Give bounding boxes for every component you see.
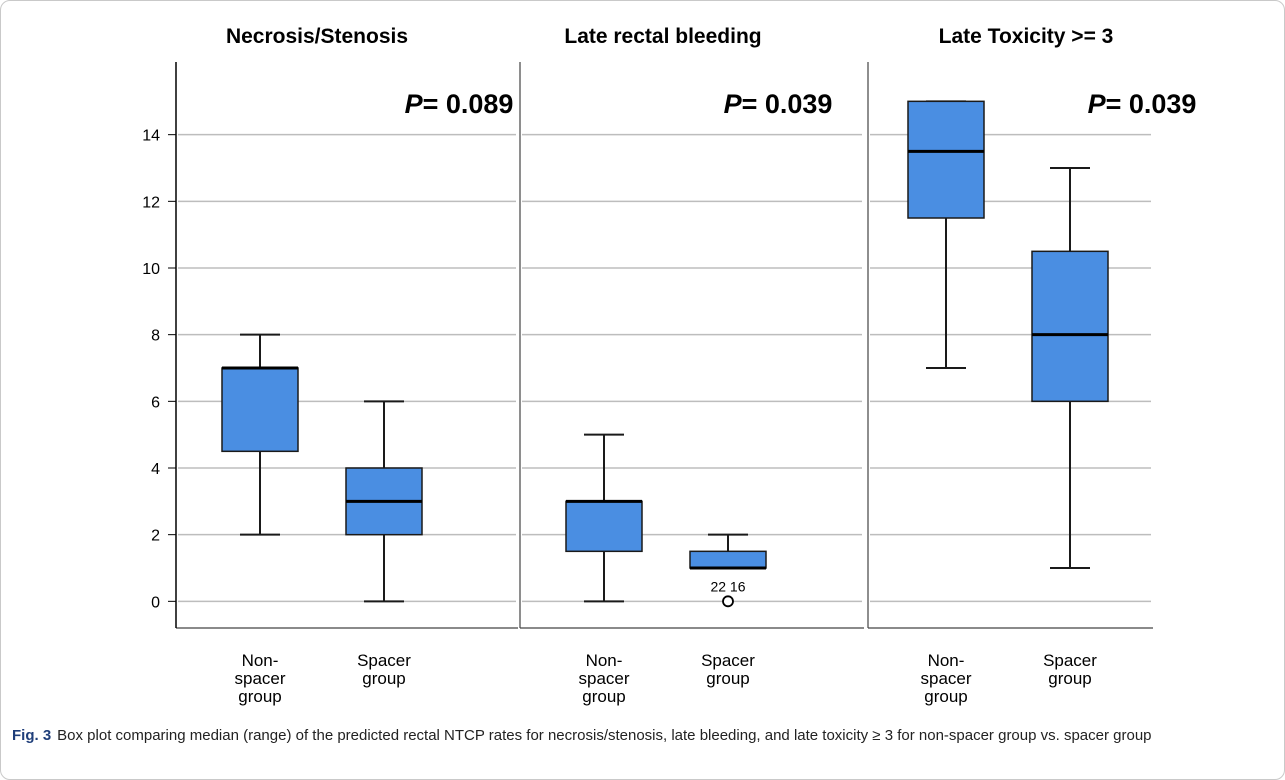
category-label: Non-spacer group — [920, 651, 971, 706]
p-value-symbol: P — [405, 89, 424, 119]
p-value-number: 0.039 — [1129, 89, 1197, 119]
caption-text: Box plot comparing median (range) of the… — [57, 727, 1152, 744]
iqr-box — [907, 100, 985, 219]
p-value-equals: = — [742, 89, 765, 119]
panel-title: Late Toxicity >= 3 — [939, 25, 1114, 48]
outlier-label: 22 16 — [710, 578, 745, 594]
box-2 — [345, 400, 423, 603]
category-label: Non-spacer group — [578, 651, 629, 706]
category-label-line: spacer — [234, 669, 285, 688]
iqr-box — [1031, 250, 1109, 403]
category-label-line: Spacer — [1043, 651, 1097, 670]
category-label-line: Spacer — [357, 651, 411, 670]
box-2 — [1031, 167, 1109, 569]
y-tick-label: 6 — [151, 394, 160, 411]
iqr-box — [565, 500, 643, 553]
box-2: 22 16 — [689, 533, 767, 608]
iqr-box — [221, 367, 299, 453]
p-value-equals: = — [1106, 89, 1129, 119]
panel-title: Late rectal bleeding — [564, 25, 761, 48]
category-label-line: group — [362, 669, 405, 688]
y-tick-label: 2 — [151, 528, 160, 545]
p-value-label: P= 0.039 — [1088, 89, 1197, 119]
category-label-line: Non- — [242, 651, 279, 670]
category-label: Spacer group — [701, 651, 755, 688]
category-label-line: group — [582, 687, 625, 706]
category-label-line: Non- — [586, 651, 623, 670]
p-value-equals: = — [423, 89, 446, 119]
p-value-number: 0.039 — [765, 89, 833, 119]
category-label-line: group — [1048, 669, 1091, 688]
figure-label: Fig. 3 — [12, 727, 52, 744]
y-tick-label: 14 — [142, 128, 160, 145]
y-tick-label: 10 — [142, 261, 160, 278]
y-tick-label: 4 — [151, 461, 160, 478]
y-tick-label: 12 — [142, 194, 160, 211]
category-label: Spacer group — [357, 651, 411, 688]
y-tick-label: 0 — [151, 594, 160, 611]
category-label-line: Spacer — [701, 651, 755, 670]
box-1 — [221, 333, 299, 536]
category-label-line: spacer — [578, 669, 629, 688]
p-value-label: P= 0.089 — [405, 89, 514, 119]
iqr-box — [689, 550, 767, 569]
p-value-label: P= 0.039 — [724, 89, 833, 119]
figure-caption: Fig. 3 Box plot comparing median (range) … — [12, 726, 1252, 746]
category-label-line: group — [238, 687, 281, 706]
category-label-line: spacer — [920, 669, 971, 688]
category-label: Non-spacer group — [234, 651, 285, 706]
p-value-symbol: P — [724, 89, 743, 119]
y-tick-label: 8 — [151, 328, 160, 345]
category-label-line: group — [924, 687, 967, 706]
box-1 — [907, 100, 985, 369]
p-value-symbol: P — [1088, 89, 1107, 119]
category-label-line: Non- — [928, 651, 965, 670]
category-label-line: group — [706, 669, 749, 688]
box-1 — [565, 433, 643, 603]
p-value-number: 0.089 — [446, 89, 514, 119]
panel-title: Necrosis/Stenosis — [226, 25, 408, 48]
category-label: Spacer group — [1043, 651, 1097, 688]
outlier-point — [722, 595, 734, 608]
